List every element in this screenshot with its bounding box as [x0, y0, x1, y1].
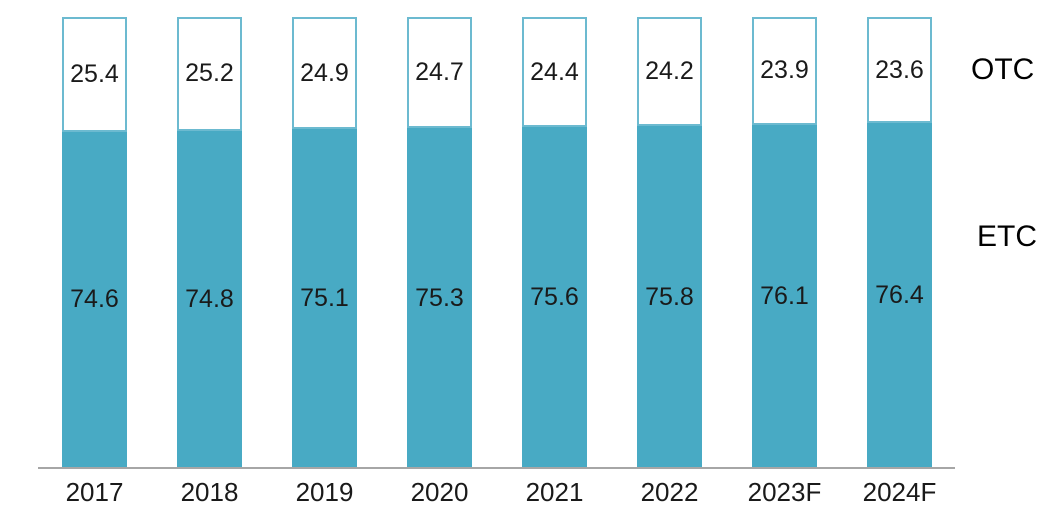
bar-segment-otc: 25.4 [62, 17, 127, 132]
otc-value-label: 24.2 [645, 57, 694, 86]
bar-segment-etc: 74.8 [177, 130, 242, 468]
bar-segment-otc: 23.9 [752, 17, 817, 125]
bar-segment-etc: 76.4 [867, 123, 932, 468]
x-axis-label-2018: 2018 [180, 477, 239, 507]
x-axis-label-2017: 2017 [65, 477, 124, 507]
x-axis-label-2023F: 2023F [747, 477, 822, 507]
etc-value-label: 74.6 [70, 285, 119, 314]
bar-segment-otc: 23.6 [867, 17, 932, 124]
bar-segment-etc: 75.1 [292, 129, 357, 468]
bar-2024F: 23.6 76.4 [867, 17, 932, 468]
bar-2021: 24.4 75.6 [522, 17, 587, 468]
etc-value-label: 76.1 [760, 281, 809, 310]
otc-value-label: 23.9 [760, 56, 809, 85]
etc-value-label: 75.3 [415, 283, 464, 312]
etc-value-label: 76.4 [875, 281, 924, 310]
x-axis-label-2024F: 2024F [862, 477, 937, 507]
bar-2020: 24.7 75.3 [407, 17, 472, 468]
x-axis-label-2022: 2022 [640, 477, 699, 507]
x-axis-label-2019: 2019 [295, 477, 354, 507]
otc-value-label: 24.7 [415, 58, 464, 87]
x-axis-line [38, 467, 955, 469]
otc-value-label: 24.4 [530, 57, 579, 86]
otc-value-label: 25.2 [185, 59, 234, 88]
etc-value-label: 74.8 [185, 284, 234, 313]
bar-segment-etc: 75.8 [637, 126, 702, 468]
bar-2019: 24.9 75.1 [292, 17, 357, 468]
series-label-etc: ETC [977, 220, 1037, 253]
bar-segment-otc: 24.2 [637, 17, 702, 127]
otc-value-label: 25.4 [70, 59, 119, 88]
series-label-otc: OTC [971, 53, 1035, 86]
bar-2022: 24.2 75.8 [637, 17, 702, 468]
bar-2023F: 23.9 76.1 [752, 17, 817, 468]
bar-segment-etc: 75.3 [407, 128, 472, 468]
bar-2018: 25.2 74.8 [177, 17, 242, 468]
otc-value-label: 24.9 [300, 58, 349, 87]
x-axis-label-2021: 2021 [525, 477, 584, 507]
bar-segment-otc: 24.4 [522, 17, 587, 128]
otc-value-label: 23.6 [875, 55, 924, 84]
bar-segment-otc: 24.7 [407, 17, 472, 129]
etc-value-label: 75.1 [300, 284, 349, 313]
bar-segment-etc: 75.6 [522, 127, 587, 468]
bar-segment-etc: 74.6 [62, 131, 127, 468]
etc-value-label: 75.8 [645, 282, 694, 311]
bar-2017: 25.4 74.6 [62, 17, 127, 468]
bar-segment-otc: 25.2 [177, 17, 242, 131]
x-axis-label-2020: 2020 [410, 477, 469, 507]
bar-segment-etc: 76.1 [752, 124, 817, 468]
etc-value-label: 75.6 [530, 283, 579, 312]
bar-segment-otc: 24.9 [292, 17, 357, 130]
